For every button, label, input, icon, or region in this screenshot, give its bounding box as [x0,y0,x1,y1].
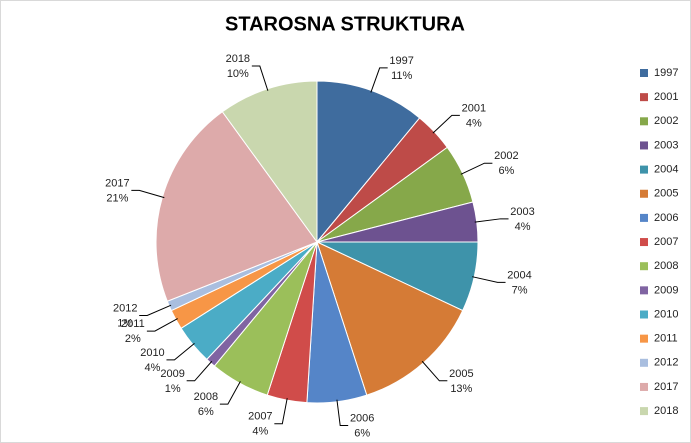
data-label: 2002 6% [494,150,518,177]
leader-line [186,360,213,382]
data-label-value: 6% [498,165,514,177]
legend-swatch [640,358,648,367]
data-label-category: 2003 [510,206,534,218]
leader-line [131,189,165,199]
legend-label: 2007 [654,236,678,248]
legend-label: 2006 [654,212,678,224]
legend-label: 2012 [654,357,678,369]
legend-swatch [640,262,648,271]
legend-swatch [640,238,648,247]
data-label-category: 2018 [226,53,250,65]
data-label-value: 1% [165,383,181,395]
data-label-category: 2007 [248,411,272,423]
legend-label: 2008 [654,260,678,272]
chart-title: STAROSNA STRUKTURA [225,13,465,35]
data-label-value: 4% [515,221,531,233]
data-label: 2004 7% [507,269,531,296]
data-label-category: 2010 [140,347,164,359]
data-label-value: 10% [227,68,249,80]
legend-swatch [640,334,648,343]
data-label-category: 2017 [105,177,129,189]
data-label: 2017 21% [105,177,129,204]
leader-line [274,398,288,425]
data-label-value: 6% [354,427,370,439]
leader-line [251,65,269,91]
legend-swatch [640,189,648,198]
data-label-category: 2005 [449,368,473,380]
data-label-category: 1997 [389,55,413,67]
data-label: 2010 4% [140,347,164,374]
data-label-category: 2012 [113,302,137,314]
legend-label: 2010 [654,308,678,320]
data-label-value: 7% [512,284,528,296]
leader-line [336,399,349,427]
data-label-value: 4% [145,362,161,374]
legend-swatch [640,165,648,174]
leader-line [474,218,509,223]
data-label-category: 2004 [507,269,531,281]
legend-label: 2009 [654,284,678,296]
legend-swatch [640,213,648,222]
legend-swatch [640,382,648,391]
legend-label: 2005 [654,188,678,200]
data-label: 2012 1% [113,302,137,329]
data-label: 1997 11% [389,55,413,82]
data-label: 2005 13% [449,368,473,395]
data-label: 2009 1% [160,368,184,395]
legend-label: 2002 [654,115,678,127]
data-label-category: 2008 [194,391,218,403]
legend-label: 2017 [654,381,678,393]
data-label-category: 2002 [494,150,518,162]
data-label: 2001 4% [462,102,486,129]
data-label-value: 21% [106,192,128,204]
legend-swatch [640,93,648,102]
leader-line [146,318,178,332]
leader-line [370,67,388,93]
leader-line [219,381,241,405]
data-label-value: 4% [466,117,482,129]
data-label-category: 2001 [462,102,486,114]
leader-line [166,342,195,361]
data-label-category: 2009 [160,368,184,380]
legend-label: 2001 [654,91,678,103]
legend-swatch [640,286,648,295]
legend-swatch [640,407,648,416]
legend-label: 2011 [654,333,678,345]
data-label-value: 11% [391,70,412,82]
leader-line [421,360,448,382]
data-label-category: 2006 [350,412,374,424]
data-label-value: 13% [450,383,472,395]
leader-line [472,276,506,283]
legend-label: 2004 [654,164,678,176]
data-label: 2011 2% [121,318,145,345]
data-label-value: 1% [117,317,133,329]
legend-swatch [640,310,648,319]
leader-line [460,162,493,175]
data-label-value: 2% [125,333,141,345]
data-label-value: 6% [198,406,214,418]
legend-label: 1997 [654,67,678,79]
legend-swatch [640,141,648,150]
data-label: 2018 10% [226,53,250,80]
legend-label: 2018 [654,405,678,417]
leader-line [139,304,172,316]
data-label: 2008 6% [194,391,218,418]
data-label-value: 4% [252,426,268,438]
leader-line [432,114,460,134]
data-label: 2003 4% [510,206,534,233]
data-label: 2006 6% [350,412,374,439]
legend-label: 2003 [654,139,678,151]
data-label: 2007 4% [248,411,272,438]
legend-swatch [640,117,648,126]
legend-swatch [640,69,648,77]
data-label-category: 2011 [121,318,145,330]
